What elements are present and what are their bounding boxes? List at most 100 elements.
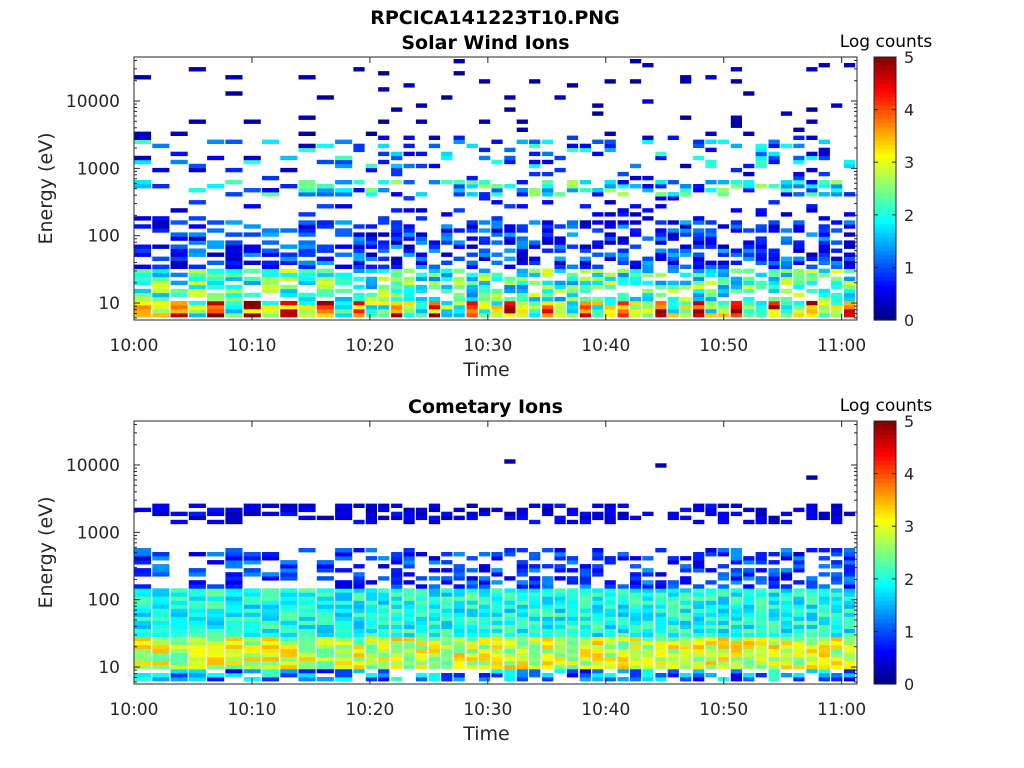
heatmap-cell [566,648,579,654]
heatmap-cell [566,309,579,314]
heatmap-cell [604,580,616,585]
heatmap-cell [262,677,280,682]
heatmap-cell [152,620,170,625]
heatmap-cell [693,272,705,278]
heatmap-cell [642,677,654,682]
heatmap-cell [243,588,261,593]
heatmap-cell [768,636,780,642]
heatmap-cell [415,624,428,629]
colorbar-swatch [874,96,896,102]
heatmap-cell [378,628,390,633]
heatmap-cell [542,624,554,629]
heatmap-cell [225,548,243,553]
x-tick-label: 10:50 [699,700,748,720]
heatmap-cell [542,652,554,658]
heatmap-cell [280,660,298,666]
heatmap-cell [579,640,591,646]
heatmap-cell [793,636,805,642]
heatmap-cell [170,616,188,621]
heatmap-cell [630,660,642,666]
heatmap-cell [693,300,705,306]
heatmap-cell [316,668,334,674]
heatmap-cell [818,248,830,253]
heatmap-cell [592,668,604,674]
heatmap-cell [667,268,679,273]
heatmap-cell [453,292,465,298]
heatmap-cell [415,288,428,294]
heatmap-cell [529,260,541,265]
colorbar-swatch [874,280,896,286]
heatmap-cell [316,608,334,613]
heatmap-cell [806,119,818,124]
heatmap-cell [453,304,465,310]
heatmap-cell [554,300,566,306]
heatmap-cell [755,515,767,521]
heatmap-cell [170,620,188,625]
heatmap-cell [378,556,390,561]
heatmap-cell [768,648,780,654]
heatmap-cell [844,163,856,169]
heatmap-cell [262,648,280,654]
heatmap-cell [516,300,528,306]
heatmap-cell [844,224,856,229]
heatmap-cell [604,309,616,314]
heatmap-cell [655,463,667,468]
heatmap-cell [225,260,243,265]
heatmap-cell [353,584,365,589]
heatmap-cell [604,507,616,513]
heatmap-cell [335,600,353,605]
heatmap-cell [793,300,805,306]
heatmap-cell [353,548,365,553]
heatmap-cell [391,260,403,265]
heatmap-cell [188,503,206,508]
heatmap-cell [630,620,642,625]
x-tick-label: 10:40 [581,336,630,356]
heatmap-cell [152,167,170,173]
colorbar-swatch [874,548,896,554]
heatmap-cell [579,268,591,273]
heatmap-cell [667,644,679,650]
heatmap-cell [466,180,478,185]
heatmap-cell [592,673,604,678]
heatmap-cell [705,511,717,517]
heatmap-cell [844,636,856,642]
heatmap-cell [831,604,843,609]
x-axis-label: Time [462,723,510,745]
heatmap-cell [207,300,225,306]
heatmap-cell [403,644,415,650]
heatmap-cell [170,612,188,617]
heatmap-cell [403,507,415,513]
heatmap-cell [316,576,334,581]
heatmap-cell [170,640,188,646]
colorbar-swatch [874,92,896,98]
heatmap-cell [152,272,170,278]
heatmap-cell [705,300,717,306]
heatmap-cell [717,552,729,557]
heatmap-cell [604,560,616,565]
heatmap-cell [403,228,415,233]
heatmap-cell [755,224,767,229]
heatmap-cell [554,628,566,633]
heatmap-cell [793,313,805,318]
heatmap-cell [529,568,541,573]
heatmap-cell [818,652,830,658]
heatmap-cell [667,180,679,185]
heatmap-cell [207,244,225,249]
heatmap-cell [743,244,755,249]
heatmap-cell [403,628,415,633]
heatmap-cell [491,272,503,278]
heatmap-cell [566,668,579,674]
heatmap-cell [579,256,591,261]
heatmap-cell [453,673,465,678]
heatmap-cell [642,620,654,625]
heatmap-cell [243,660,261,666]
heatmap-cell [592,515,604,521]
heatmap-cell [542,548,554,553]
heatmap-cell [516,256,528,261]
heatmap-cell [529,256,541,261]
heatmap-cell [693,600,705,605]
heatmap-cell [298,596,316,601]
heatmap-cell [554,640,566,646]
colorbar-swatch [874,135,896,141]
heatmap-cell [566,264,579,269]
